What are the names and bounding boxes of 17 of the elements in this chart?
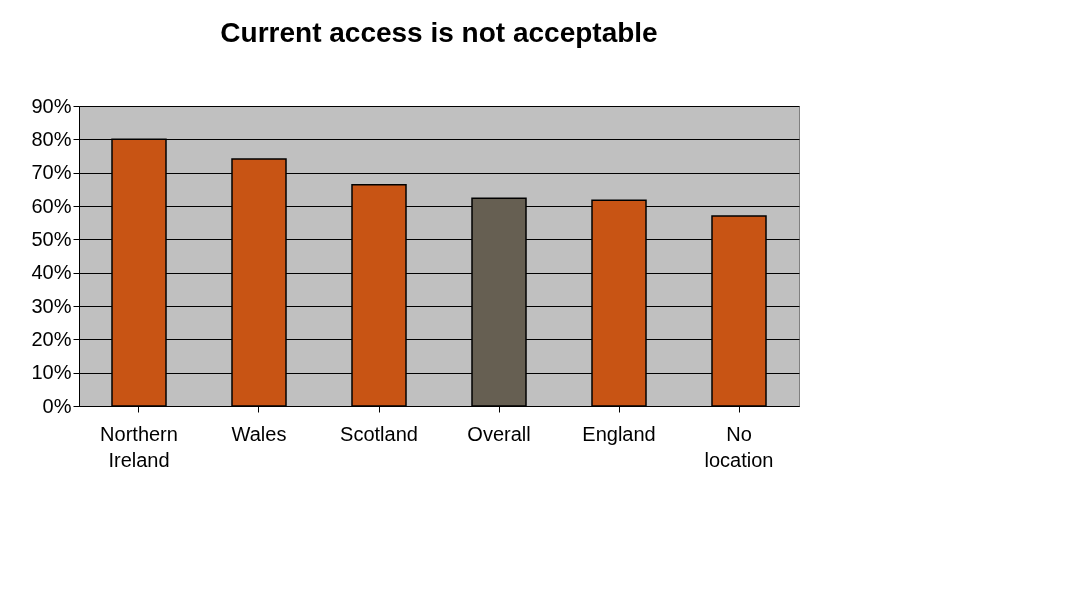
y-tick-label: 30% [31,294,72,317]
y-tick-label: 20% [31,327,72,350]
x-tick-label: Wales [231,422,287,445]
chart-title: Current access is not acceptable [220,17,658,48]
y-tick-label: 40% [31,261,72,284]
x-tick-label: England [582,422,656,445]
y-tick-label: 50% [31,227,72,250]
y-tick-label: 70% [31,161,72,184]
x-tick-label: Scotland [340,422,418,445]
y-tick-label: 0% [42,394,72,417]
x-tick-label: Northern Ireland [100,422,178,471]
x-tick-label: Overall [467,422,531,445]
y-tick-label: 10% [31,361,72,384]
y-tick-label: 80% [31,127,72,150]
x-tick-label: No location [704,422,774,471]
y-tick-label: 60% [31,194,72,217]
y-tick-label: 90% [31,94,72,117]
